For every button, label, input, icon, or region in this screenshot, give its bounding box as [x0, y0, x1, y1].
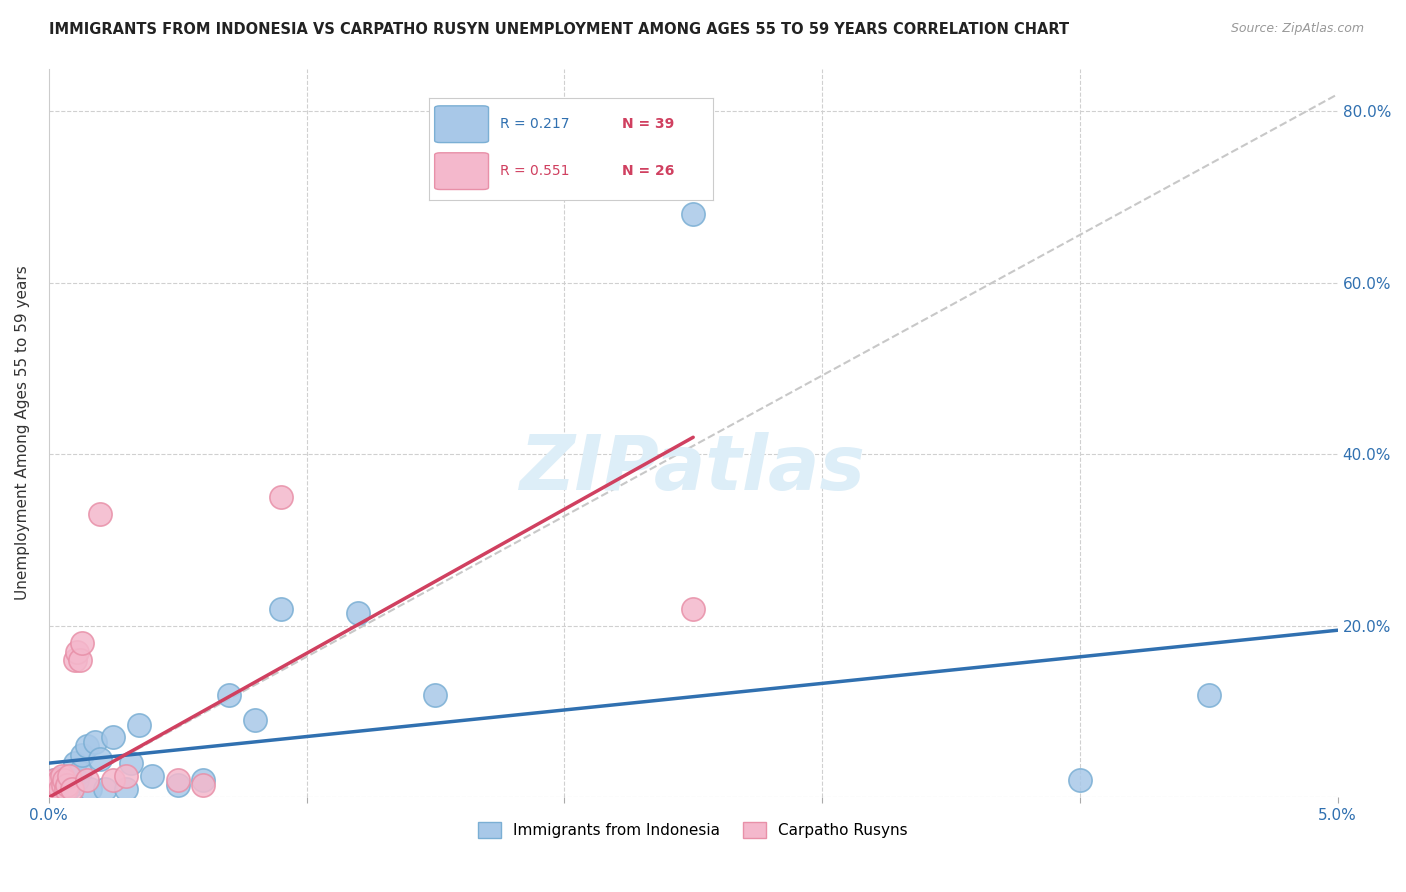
Point: [55, 780, 77, 794]
Point: [1069, 773, 1091, 788]
Point: [53, 775, 76, 789]
Point: [49, 781, 72, 796]
Point: [72, 636, 94, 650]
Point: [218, 688, 240, 702]
Point: [682, 207, 704, 221]
Point: [60, 781, 83, 796]
Point: [63, 653, 86, 667]
Point: [1198, 688, 1220, 702]
Point: [425, 688, 447, 702]
Point: [115, 781, 138, 796]
Point: [128, 717, 150, 731]
Point: [94, 781, 117, 796]
Point: [60, 778, 83, 792]
Text: Source: ZipAtlas.com: Source: ZipAtlas.com: [1230, 22, 1364, 36]
Point: [53, 773, 76, 788]
Point: [52, 778, 75, 792]
Point: [115, 769, 138, 783]
Point: [682, 601, 704, 615]
Point: [44, 773, 66, 788]
Point: [42, 773, 65, 788]
Point: [42, 781, 65, 796]
Point: [166, 773, 188, 788]
Point: [51, 778, 73, 792]
Point: [41, 778, 63, 792]
Point: [41, 778, 63, 792]
Point: [56, 781, 79, 796]
Point: [103, 773, 125, 788]
Point: [270, 491, 292, 505]
Text: IMMIGRANTS FROM INDONESIA VS CARPATHO RUSYN UNEMPLOYMENT AMONG AGES 55 TO 59 YEA: IMMIGRANTS FROM INDONESIA VS CARPATHO RU…: [49, 22, 1070, 37]
Point: [66, 773, 89, 788]
Point: [45, 781, 67, 796]
Point: [46, 780, 69, 794]
Point: [243, 713, 266, 727]
Point: [69, 764, 91, 779]
Point: [79, 781, 101, 796]
Point: [166, 778, 188, 792]
Point: [46, 778, 69, 792]
Point: [141, 769, 163, 783]
Y-axis label: Unemployment Among Ages 55 to 59 years: Unemployment Among Ages 55 to 59 years: [15, 266, 30, 600]
Point: [89, 752, 111, 766]
Point: [193, 778, 215, 792]
Text: ZIPatlas: ZIPatlas: [520, 433, 866, 507]
Point: [48, 773, 70, 788]
Point: [69, 653, 91, 667]
Point: [48, 772, 70, 786]
Legend: Immigrants from Indonesia, Carpatho Rusyns: Immigrants from Indonesia, Carpatho Rusy…: [472, 816, 914, 845]
Point: [76, 739, 98, 753]
Point: [103, 731, 125, 745]
Point: [58, 769, 80, 783]
Point: [56, 778, 79, 792]
Point: [58, 773, 80, 788]
Point: [63, 756, 86, 771]
Point: [51, 769, 73, 783]
Point: [66, 645, 89, 659]
Point: [76, 773, 98, 788]
Point: [49, 781, 72, 796]
Point: [72, 747, 94, 762]
Point: [56, 769, 79, 783]
Point: [89, 508, 111, 522]
Point: [84, 735, 107, 749]
Point: [45, 775, 67, 789]
Point: [347, 606, 370, 620]
Point: [193, 773, 215, 788]
Point: [52, 773, 75, 788]
Point: [55, 781, 77, 796]
Point: [120, 756, 142, 771]
Point: [270, 601, 292, 615]
Point: [44, 781, 66, 796]
